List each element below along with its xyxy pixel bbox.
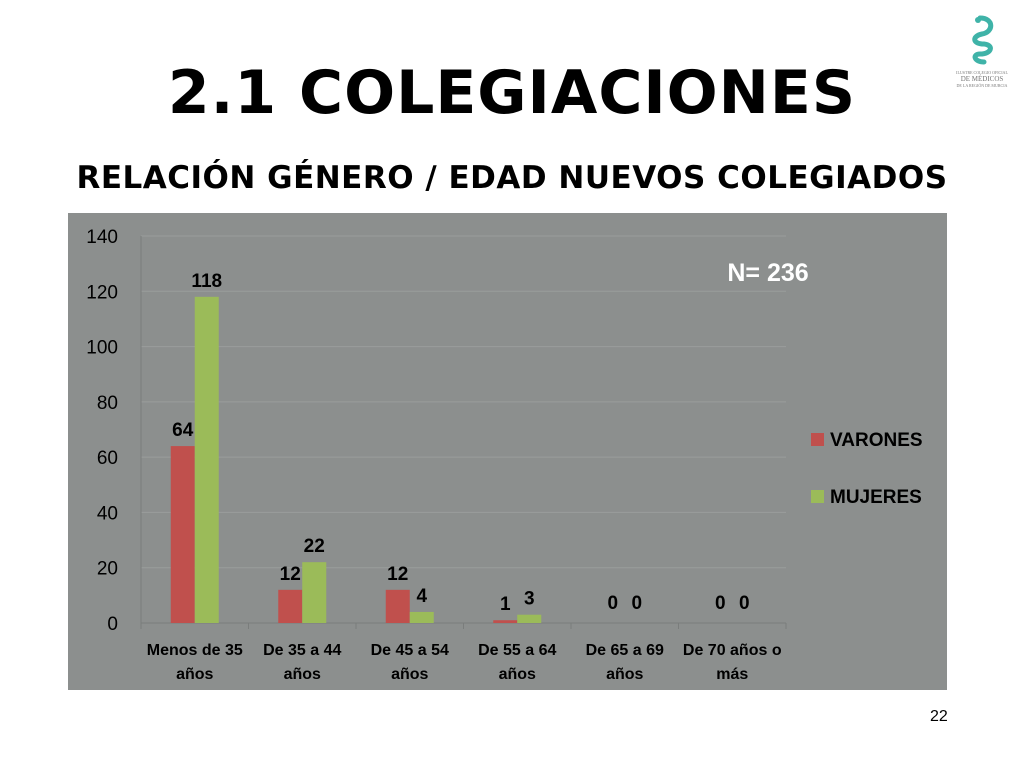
- data-label: 22: [304, 536, 325, 557]
- x-tick-label: De 35 a 44: [263, 642, 341, 659]
- x-tick-label: De 55 a 64: [478, 642, 556, 659]
- slide-subtitle: RELACIÓN GÉNERO / EDAD NUEVOS COLEGIADOS: [76, 160, 948, 196]
- x-tick-label: Menos de 35: [147, 642, 243, 659]
- bar-mujeres: [194, 296, 219, 623]
- y-tick-label: 140: [86, 227, 118, 248]
- bar-mujeres: [409, 611, 434, 623]
- logo-line-2: DE MÉDICOS: [960, 75, 1004, 83]
- x-tick-label: años: [391, 666, 428, 683]
- legend-swatch-varones: [811, 433, 824, 446]
- x-tick-label: De 65 a 69: [586, 642, 664, 659]
- logo-line-1: ILUSTRE COLEGIO OFICIAL: [956, 70, 1008, 75]
- bar-mujeres: [302, 562, 327, 623]
- y-tick-label: 100: [86, 338, 118, 359]
- x-tick-label: más: [716, 666, 748, 683]
- y-tick-label: 60: [97, 448, 118, 469]
- page-number: 22: [930, 708, 948, 725]
- legend-label: VARONES: [830, 430, 923, 451]
- data-label: 0: [607, 593, 618, 614]
- legend-label: MUJERES: [830, 487, 922, 508]
- y-tick-label: 120: [86, 282, 118, 303]
- y-tick-label: 40: [97, 503, 118, 524]
- data-label: 0: [715, 593, 726, 614]
- x-tick-label: años: [499, 666, 536, 683]
- legend-swatch-mujeres: [811, 490, 824, 503]
- x-tick-label: años: [176, 666, 213, 683]
- y-tick-label: 0: [107, 614, 118, 635]
- x-tick-label: De 45 a 54: [371, 642, 449, 659]
- logo-line-3: DE LA REGIÓN DE MURCIA: [956, 83, 1008, 88]
- data-label: 0: [739, 593, 750, 614]
- logo-caption: ILUSTRE COLEGIO OFICIAL DE MÉDICOS DE LA…: [946, 70, 1018, 88]
- chart-panel: 0 20 40 60 80 100 120 140 Menos de 35 años De 35 a…: [68, 213, 947, 690]
- data-label: 118: [191, 271, 222, 292]
- data-label: 64: [172, 420, 194, 441]
- data-label: 1: [500, 594, 511, 615]
- bar-varones: [278, 589, 303, 623]
- data-label: 4: [416, 586, 427, 607]
- data-label: 3: [524, 589, 535, 610]
- y-tick-label: 20: [97, 559, 118, 580]
- x-tick-label: años: [284, 666, 321, 683]
- annotation-n: N= 236: [727, 259, 808, 287]
- x-tick-label: años: [606, 666, 643, 683]
- bar-varones: [385, 589, 410, 623]
- data-label: 12: [387, 564, 408, 585]
- data-label: 0: [631, 593, 642, 614]
- bar-varones: [493, 620, 518, 623]
- data-label: 12: [280, 564, 301, 585]
- bar-varones: [170, 446, 195, 623]
- bar-mujeres: [517, 614, 542, 623]
- slide-title: 2.1 COLEGIACIONES: [167, 58, 857, 128]
- x-tick-label: De 70 años o: [683, 642, 782, 659]
- caduceus-serpent-icon: [972, 15, 994, 65]
- y-tick-label: 80: [97, 393, 118, 414]
